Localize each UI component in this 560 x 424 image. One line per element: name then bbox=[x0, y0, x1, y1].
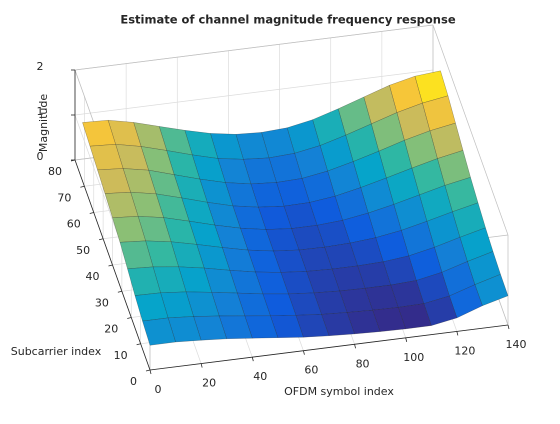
x-tick-label: 60 bbox=[304, 364, 318, 377]
y-tick-label: 80 bbox=[48, 165, 62, 178]
x-tick-label: 120 bbox=[454, 344, 475, 357]
x-tick bbox=[149, 369, 152, 375]
z-tick-label: 1 bbox=[37, 105, 44, 118]
y-tick-label: 10 bbox=[114, 349, 128, 362]
chart-title: Estimate of channel magnitude frequency … bbox=[120, 13, 455, 27]
x-tick bbox=[354, 344, 356, 349]
x-tick bbox=[251, 357, 254, 362]
y-tick-label: 0 bbox=[130, 375, 137, 388]
x-tick-label: 0 bbox=[155, 383, 162, 396]
surface-cell bbox=[142, 317, 176, 346]
x-tick-label: 20 bbox=[202, 377, 216, 390]
y-tick-label: 30 bbox=[95, 296, 109, 309]
x-tick-label: 80 bbox=[356, 357, 370, 370]
box-edge bbox=[432, 24, 509, 236]
y-tick-label: 20 bbox=[104, 323, 118, 336]
y-tick bbox=[117, 290, 122, 293]
x-tick bbox=[456, 331, 459, 336]
y-tick bbox=[136, 343, 141, 346]
y-tick bbox=[108, 264, 113, 267]
y-tick bbox=[80, 185, 85, 188]
grid-line bbox=[74, 69, 434, 116]
y-tick-label: 60 bbox=[67, 218, 81, 231]
y-tick bbox=[99, 238, 104, 241]
y-tick-label: 40 bbox=[86, 270, 100, 283]
x-tick-label: 140 bbox=[506, 338, 527, 351]
y-tick bbox=[127, 317, 132, 319]
y-tick-label: 50 bbox=[76, 244, 90, 257]
y-tick bbox=[145, 369, 151, 372]
y-tick-label: 70 bbox=[57, 191, 71, 204]
y-tick bbox=[89, 212, 94, 214]
x-tick-label: 40 bbox=[253, 370, 267, 383]
x-tick bbox=[507, 324, 510, 330]
x-tick bbox=[405, 337, 408, 342]
z-tick-label: 0 bbox=[37, 150, 44, 163]
x-axis bbox=[149, 324, 509, 371]
x-axis-label: OFDM symbol index bbox=[284, 385, 394, 398]
x-tick bbox=[200, 363, 203, 368]
y-axis-label: Subcarrier index bbox=[11, 345, 102, 358]
box-edge bbox=[74, 24, 434, 71]
x-tick bbox=[303, 350, 305, 355]
x-tick-label: 100 bbox=[403, 351, 424, 364]
z-tick-label: 2 bbox=[37, 60, 44, 73]
z-axis-label: Magnitude bbox=[37, 94, 50, 153]
